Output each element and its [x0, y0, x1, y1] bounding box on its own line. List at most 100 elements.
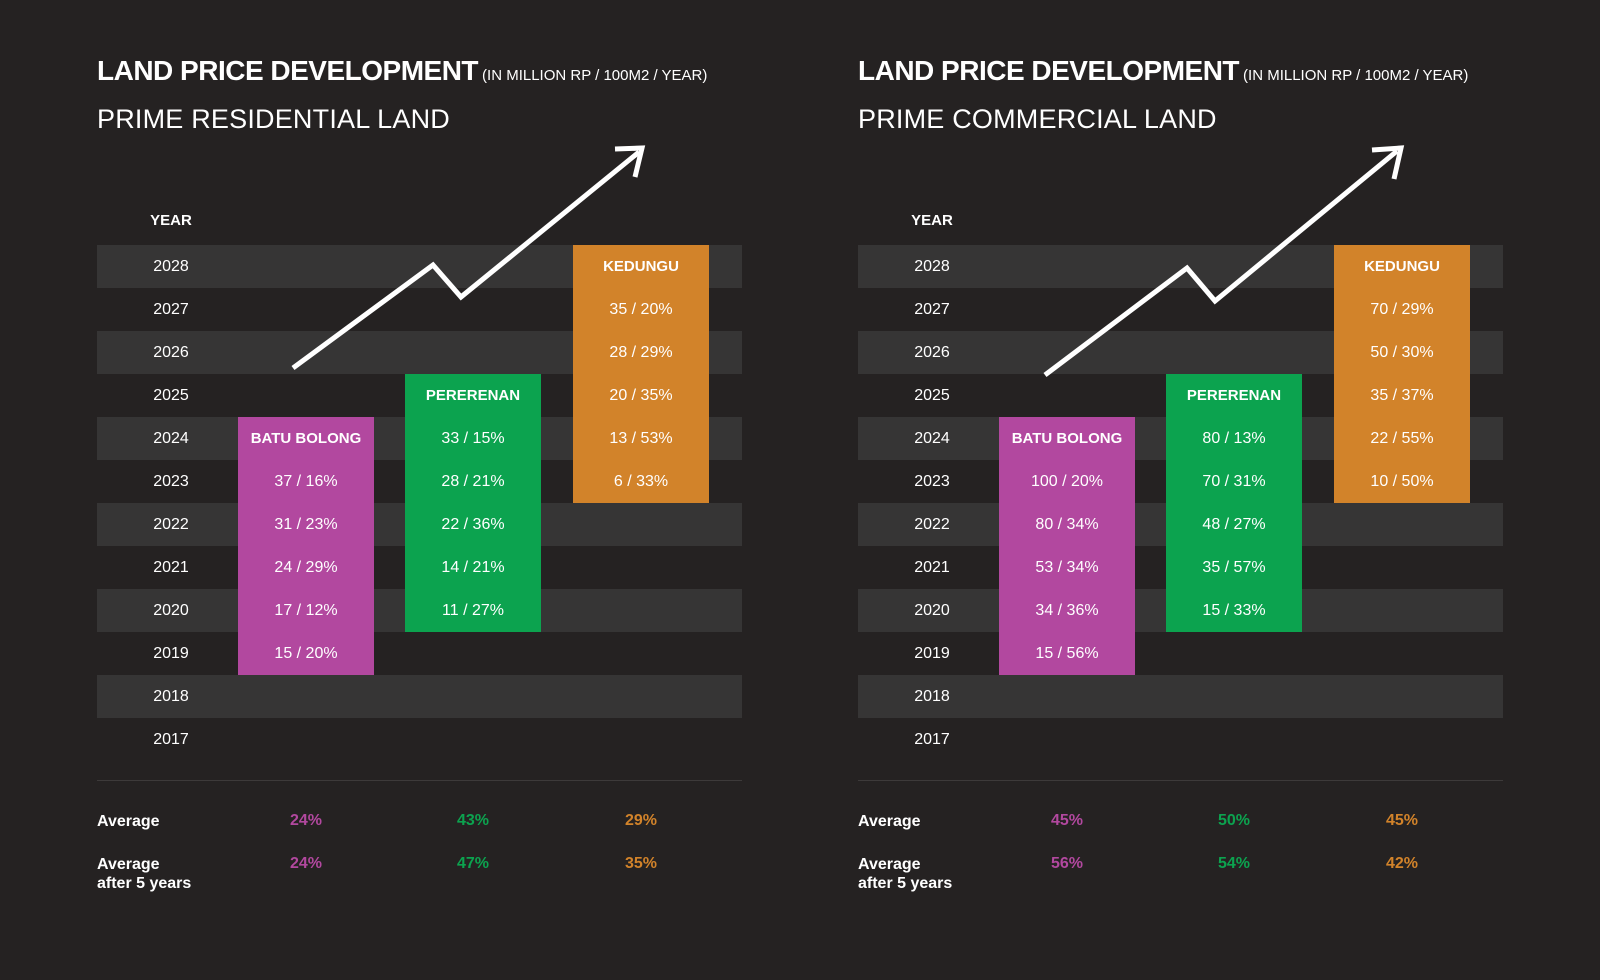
price-growth-cell: 20 / 35%: [609, 387, 673, 404]
price-growth-cell: 28 / 21%: [441, 473, 505, 490]
average-after-label: Average after 5 years: [97, 855, 191, 893]
average-after-5-years-value: 47%: [456, 855, 490, 872]
area-column-kedungu: KEDUNGU 70 / 29% 50 / 30% 35 / 37% 22 / 55% 1…: [1334, 245, 1470, 503]
price-growth-cell: 70 / 29%: [1370, 301, 1434, 318]
year-label: 2020: [914, 602, 950, 619]
price-growth-cell: 70 / 31%: [1202, 473, 1266, 490]
year-label: 2021: [153, 559, 189, 576]
average-label: Average: [858, 813, 921, 830]
residential-panel: LAND PRICE DEVELOPMENT (IN MILLION RP / 1…: [97, 0, 757, 980]
price-growth-cell: 17 / 12%: [274, 602, 338, 619]
trend-arrow-icon: [291, 145, 646, 371]
area-column-batu-bolong: BATU BOLONG 37 / 16% 31 / 23% 24 / 29% 17 / …: [238, 417, 374, 675]
price-growth-cell: 35 / 37%: [1370, 387, 1434, 404]
price-growth-cell: 15 / 20%: [274, 645, 338, 662]
price-growth-cell: 15 / 56%: [1035, 645, 1099, 662]
title-text: LAND PRICE DEVELOPMENT: [858, 55, 1240, 86]
average-value: 29%: [624, 812, 658, 829]
average-after-label-line2: after 5 years: [97, 875, 192, 892]
year-label: 2019: [914, 645, 950, 662]
price-growth-cell: 48 / 27%: [1202, 516, 1266, 533]
price-growth-cell: 10 / 50%: [1370, 473, 1434, 490]
price-growth-cell: 34 / 36%: [1035, 602, 1099, 619]
average-after-5-years-value: 35%: [624, 855, 658, 872]
average-after-5-years-value: 56%: [1050, 855, 1084, 872]
commercial-panel: LAND PRICE DEVELOPMENT (IN MILLION RP / 1…: [858, 0, 1518, 980]
year-label: 2018: [914, 688, 950, 705]
average-after-label: Average after 5 years: [858, 855, 952, 893]
year-label: 2024: [914, 430, 950, 447]
year-label: 2019: [153, 645, 189, 662]
area-name: KEDUNGU: [1364, 258, 1440, 275]
row-stripe: [97, 675, 742, 718]
average-after-5-years-value: 42%: [1385, 855, 1419, 872]
row-stripe: [858, 675, 1503, 718]
average-value: 45%: [1385, 812, 1419, 829]
price-growth-cell: 22 / 55%: [1370, 430, 1434, 447]
chart-title: LAND PRICE DEVELOPMENT (IN MILLION RP / 1…: [97, 55, 707, 87]
year-label: 2022: [914, 516, 950, 533]
price-growth-cell: 13 / 53%: [609, 430, 673, 447]
price-growth-cell: 33 / 15%: [441, 430, 505, 447]
area-name: PERERENAN: [1186, 387, 1282, 404]
divider: [97, 780, 742, 781]
price-growth-cell: 53 / 34%: [1035, 559, 1099, 576]
chart-title: LAND PRICE DEVELOPMENT (IN MILLION RP / 1…: [858, 55, 1468, 87]
price-growth-cell: 31 / 23%: [274, 516, 338, 533]
price-growth-cell: 6 / 33%: [613, 473, 669, 490]
average-after-5-years-value: 24%: [289, 855, 323, 872]
year-label: 2017: [914, 731, 950, 748]
year-label: 2025: [153, 387, 189, 404]
area-column-batu-bolong: BATU BOLONG 100 / 20% 80 / 34% 53 / 34% 34 /…: [999, 417, 1135, 675]
price-growth-cell: 24 / 29%: [274, 559, 338, 576]
average-after-label-line2: after 5 years: [858, 875, 953, 892]
average-value: 50%: [1217, 812, 1251, 829]
area-name: KEDUNGU: [603, 258, 679, 275]
average-value: 45%: [1050, 812, 1084, 829]
average-value: 24%: [289, 812, 323, 829]
unit-text: (IN MILLION RP / 100M2 / YEAR): [482, 67, 708, 84]
title-text: LAND PRICE DEVELOPMENT: [97, 55, 479, 86]
year-label: 2017: [153, 731, 189, 748]
area-column-kedungu: KEDUNGU 35 / 20% 28 / 29% 20 / 35% 13 / 53% 6…: [573, 245, 709, 503]
year-label: 2027: [914, 301, 950, 318]
year-label: 2023: [914, 473, 950, 490]
price-growth-cell: 37 / 16%: [274, 473, 338, 490]
year-label: 2028: [914, 258, 950, 275]
unit-text: (IN MILLION RP / 100M2 / YEAR): [1243, 67, 1469, 84]
price-growth-cell: 80 / 34%: [1035, 516, 1099, 533]
year-label: 2025: [914, 387, 950, 404]
average-label: Average: [97, 813, 160, 830]
price-growth-cell: 80 / 13%: [1202, 430, 1266, 447]
average-after-5-years-value: 54%: [1217, 855, 1251, 872]
area-column-pererenan: PERERENAN 80 / 13% 70 / 31% 48 / 27% 35 / 57…: [1166, 374, 1302, 632]
area-column-pererenan: PERERENAN 33 / 15% 28 / 21% 22 / 36% 14 / 21…: [405, 374, 541, 632]
year-label: 2026: [153, 344, 189, 361]
trend-arrow-icon: [1043, 145, 1405, 377]
area-name: BATU BOLONG: [250, 430, 362, 447]
price-growth-cell: 11 / 27%: [442, 602, 504, 619]
price-growth-cell: 28 / 29%: [609, 344, 673, 361]
average-after-label-line1: Average: [858, 856, 921, 873]
chart-subtitle: PRIME RESIDENTIAL LAND: [97, 104, 450, 134]
price-growth-cell: 50 / 30%: [1370, 344, 1434, 361]
price-growth-cell: 22 / 36%: [441, 516, 505, 533]
year-label: 2026: [914, 344, 950, 361]
year-label: 2020: [153, 602, 189, 619]
price-growth-cell: 35 / 57%: [1202, 559, 1266, 576]
year-column-header: YEAR: [150, 212, 192, 229]
year-label: 2021: [914, 559, 950, 576]
year-label: 2022: [153, 516, 189, 533]
area-name: BATU BOLONG: [1011, 430, 1123, 447]
price-growth-cell: 15 / 33%: [1202, 602, 1266, 619]
year-column-header: YEAR: [911, 212, 953, 229]
chart-subtitle: PRIME COMMERCIAL LAND: [858, 104, 1217, 134]
year-label: 2027: [153, 301, 189, 318]
year-label: 2018: [153, 688, 189, 705]
price-growth-cell: 35 / 20%: [609, 301, 673, 318]
average-after-label-line1: Average: [97, 856, 160, 873]
divider: [858, 780, 1503, 781]
year-label: 2024: [153, 430, 189, 447]
average-value: 43%: [456, 812, 490, 829]
year-label: 2023: [153, 473, 189, 490]
